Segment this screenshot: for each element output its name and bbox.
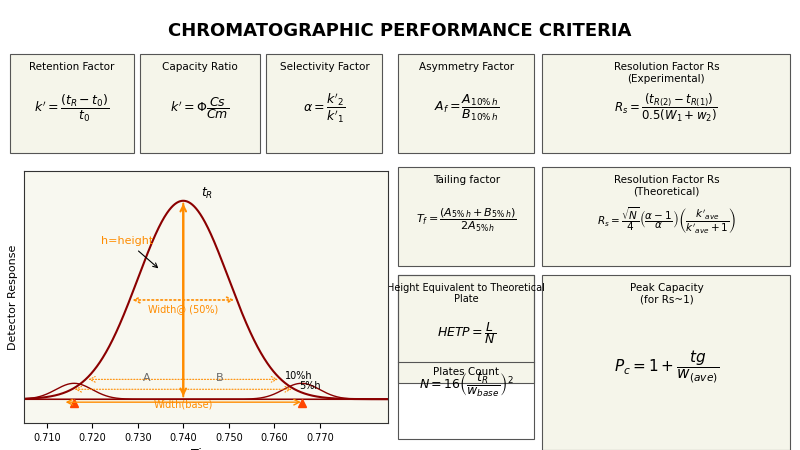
Text: $R_s = \dfrac{\sqrt{N}}{4}\left(\dfrac{\alpha - 1}{\alpha}\right)\left(\dfrac{k': $R_s = \dfrac{\sqrt{N}}{4}\left(\dfrac{\… [597,206,736,235]
Text: Resolution Factor Rs
(Theoretical): Resolution Factor Rs (Theoretical) [614,175,719,196]
Text: $k' = \dfrac{\left(t_R - t_0\right)}{t_0}$: $k' = \dfrac{\left(t_R - t_0\right)}{t_0… [34,92,110,124]
Polygon shape [62,399,304,401]
Text: Width@ (50%): Width@ (50%) [148,304,218,314]
Text: Retention Factor: Retention Factor [29,62,114,72]
Text: $R_s = \dfrac{\left(t_{R(2)} - t_{R(1)}\right)}{0.5\left(W_1 + w_2\right)}$: $R_s = \dfrac{\left(t_{R(2)} - t_{R(1)}\… [614,92,718,124]
Text: Capacity Ratio: Capacity Ratio [162,62,238,72]
Text: Asymmetry Factor: Asymmetry Factor [419,62,514,72]
Text: $A_f = \dfrac{A_{10\%\,h}}{B_{10\%\,h}}$: $A_f = \dfrac{A_{10\%\,h}}{B_{10\%\,h}}$ [434,93,499,123]
FancyBboxPatch shape [266,54,382,153]
Text: $P_c = 1 + \dfrac{tg}{w_{(ave)}}$: $P_c = 1 + \dfrac{tg}{w_{(ave)}}$ [614,349,719,385]
FancyBboxPatch shape [398,166,534,266]
Text: Width(base): Width(base) [154,399,213,409]
FancyBboxPatch shape [542,54,790,153]
Text: Resolution Factor Rs
(Experimental): Resolution Factor Rs (Experimental) [614,62,719,84]
Text: $\alpha = \dfrac{k'_2}{k'_1}$: $\alpha = \dfrac{k'_2}{k'_1}$ [303,91,346,125]
FancyBboxPatch shape [542,274,790,450]
Text: $k' = \Phi\dfrac{Cs}{Cm}$: $k' = \Phi\dfrac{Cs}{Cm}$ [170,95,230,121]
Y-axis label: Detector Response: Detector Response [9,244,18,350]
Text: $T_f = \dfrac{\left(A_{5\%\,h} + B_{5\%\,h}\right)}{2A_{5\%\,h}}$: $T_f = \dfrac{\left(A_{5\%\,h} + B_{5\%\… [416,207,517,234]
Text: $HETP = \dfrac{L}{N}$: $HETP = \dfrac{L}{N}$ [437,320,496,346]
Text: h=height: h=height [102,236,158,268]
FancyBboxPatch shape [398,274,534,382]
Text: B: B [216,374,223,383]
Text: CHROMATOGRAPHIC PERFORMANCE CRITERIA: CHROMATOGRAPHIC PERFORMANCE CRITERIA [168,22,632,40]
Text: Tailing factor: Tailing factor [433,175,500,184]
Text: Height Equivalent to Theoretical
Plate: Height Equivalent to Theoretical Plate [387,283,546,304]
Text: 10%h: 10%h [286,371,313,381]
FancyBboxPatch shape [398,54,534,153]
Text: $N = 16\left(\dfrac{t_R}{w_{base}}\right)^2$: $N = 16\left(\dfrac{t_R}{w_{base}}\right… [419,371,514,399]
X-axis label: Time: Time [190,448,222,450]
Text: Peak Capacity
(for Rs~1): Peak Capacity (for Rs~1) [630,283,703,304]
Text: $t_R$: $t_R$ [202,186,214,201]
FancyBboxPatch shape [140,54,260,153]
FancyBboxPatch shape [542,166,790,266]
Text: Plates Count: Plates Count [434,367,499,377]
FancyBboxPatch shape [10,54,134,153]
Text: Selectivity Factor: Selectivity Factor [279,62,370,72]
Text: 5%h: 5%h [299,381,321,391]
Text: A: A [143,374,150,383]
